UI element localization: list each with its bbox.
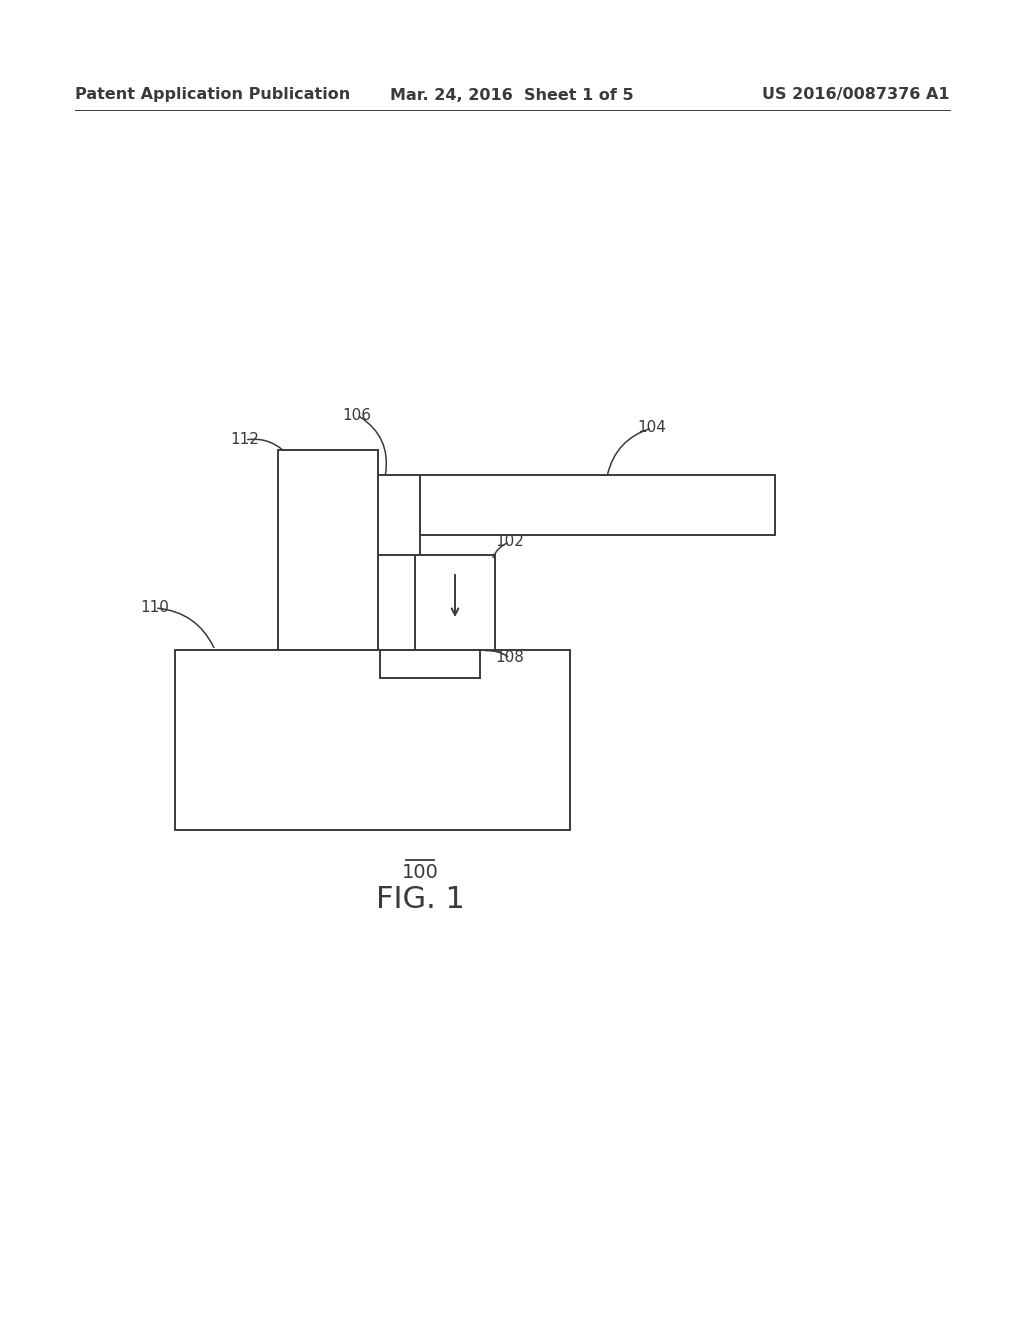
Text: Patent Application Publication: Patent Application Publication (75, 87, 350, 103)
Text: 110: 110 (140, 601, 169, 615)
Bar (278, 450, 378, 649)
Text: 102: 102 (496, 535, 524, 549)
Bar (415, 554, 495, 649)
Bar (378, 475, 420, 554)
Text: US 2016/0087376 A1: US 2016/0087376 A1 (763, 87, 950, 103)
Bar (175, 649, 570, 830)
Text: 104: 104 (638, 421, 667, 436)
Text: Mar. 24, 2016  Sheet 1 of 5: Mar. 24, 2016 Sheet 1 of 5 (390, 87, 634, 103)
Text: 112: 112 (230, 433, 259, 447)
Text: FIG. 1: FIG. 1 (376, 886, 465, 915)
Text: 100: 100 (401, 862, 438, 882)
Text: 108: 108 (496, 651, 524, 665)
Bar (420, 475, 775, 535)
Bar (380, 649, 480, 678)
Text: 106: 106 (342, 408, 372, 422)
